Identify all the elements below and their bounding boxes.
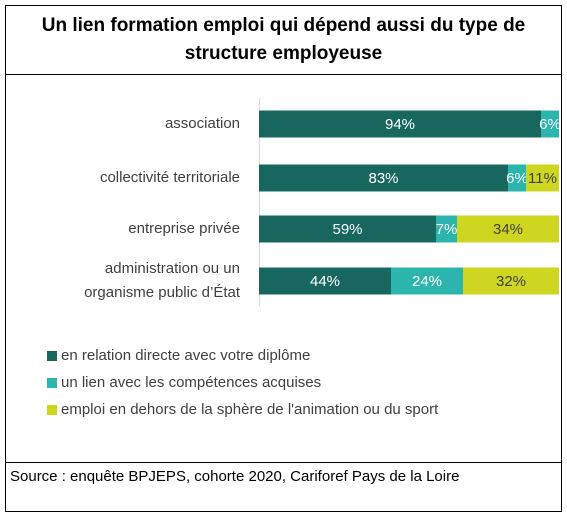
bar-segment <box>508 164 526 192</box>
bar-segment <box>259 215 436 243</box>
data-label: 94% <box>385 116 415 133</box>
chart-title: Un lien formation emploi qui dépend auss… <box>41 15 526 64</box>
legend-label: emploi en dehors de la sphère de l'anima… <box>61 401 439 418</box>
bar-segment <box>526 164 559 192</box>
bar-segment <box>541 110 559 138</box>
data-label: 34% <box>493 221 523 238</box>
data-label: 11% <box>528 170 557 187</box>
frame <box>5 5 562 512</box>
bar-segment <box>463 267 559 295</box>
legend-swatch <box>47 378 57 388</box>
legend-swatch <box>47 351 57 361</box>
bar-segment <box>259 164 508 192</box>
y-tick-label: administration ou un organisme public d’É… <box>84 260 241 301</box>
source: Source : enquête BPJEPS, cohorte 2020, C… <box>10 468 460 485</box>
bar-segment <box>391 267 463 295</box>
y-tick-label: collectivité territoriale <box>100 169 240 186</box>
bar-segment <box>436 215 457 243</box>
y-tick-label: entreprise privée <box>128 220 240 237</box>
data-label: 59% <box>332 221 362 238</box>
data-label: 44% <box>310 273 340 290</box>
bar-segment <box>259 110 541 138</box>
legend-swatch <box>47 405 57 415</box>
data-label: 6% <box>506 170 528 187</box>
data-label: 24% <box>412 273 442 290</box>
data-label: 6% <box>539 116 561 133</box>
legend-label: en relation directe avec votre diplôme <box>61 347 310 364</box>
data-label: 32% <box>496 273 526 290</box>
data-label: 7% <box>436 221 458 238</box>
bar-segment <box>259 267 391 295</box>
bar-segment <box>457 215 559 243</box>
y-tick-label: association <box>165 115 240 132</box>
legend-label: un lien avec les compétences acquises <box>61 374 321 391</box>
data-label: 83% <box>368 170 398 187</box>
